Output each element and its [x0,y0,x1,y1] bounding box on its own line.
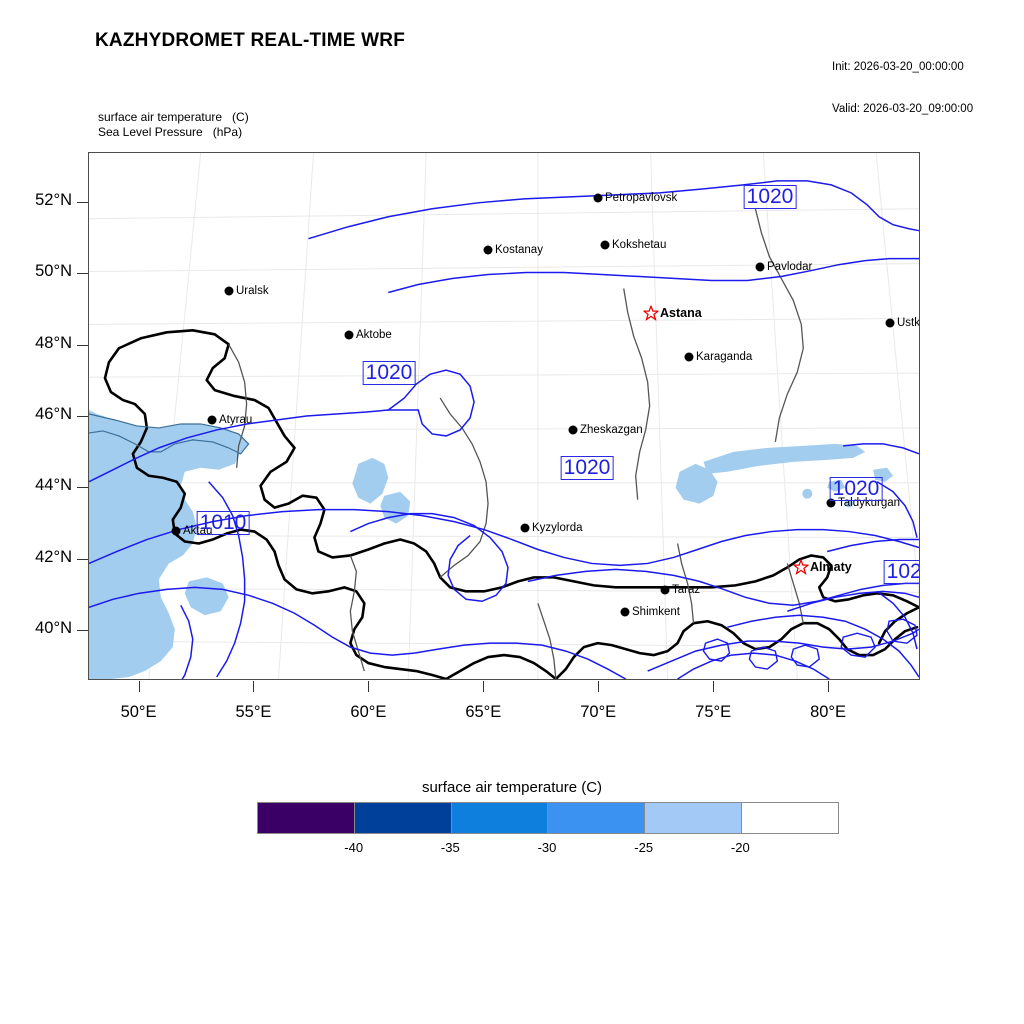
city-label: Zheskazgan [580,424,643,436]
lake-balkhash [675,443,866,504]
valid-time: Valid: 2026-03-20_09:00:00 [832,103,974,115]
city-label: Karaganda [696,351,753,363]
isobar-label: 1020 [362,361,416,385]
longitude-tick-label: 60°E [350,703,387,721]
variable-pressure-label: Sea Level Pressure (hPa) [98,125,243,139]
variable-labels: surface air temperature (C) Sea Level Pr… [98,110,249,140]
capital-star-icon [643,305,659,321]
latitude-tick-label: 46°N [35,405,72,423]
latitude-tick [77,558,88,560]
coastlines [89,413,250,455]
water-bodies [89,410,249,679]
colorbar-tick-label: -40 [344,840,364,855]
city-label: Pavlodar [767,261,813,273]
longitude-tick [483,681,485,692]
colorbar-segment [645,803,743,833]
colorbar-tick-label: -25 [634,840,654,855]
city-label: Atyrau [219,414,253,426]
colorbar-segment [742,803,838,833]
city-label: Aktobe [356,329,392,341]
latitude-tick [77,273,88,275]
colorbar-ticks: -40 -35 -30 -25 -20 [257,840,837,864]
city-label: Kostanay [495,244,543,256]
init-time: Init: 2026-03-20_00:00:00 [832,61,964,73]
isobars [89,180,919,679]
colorbar-tick-label: -35 [440,840,460,855]
colorbar-segment [451,803,549,833]
country-borders [103,329,919,679]
colorbar-title: surface air temperature (C) [421,779,603,796]
colorbar-segment [258,803,355,833]
city-dot-icon [483,245,493,255]
latitude-axis: 52°N 50°N 48°N 46°N 44°N 42°N 40°N [0,152,88,680]
colorbar [257,802,839,834]
latitude-tick [77,344,88,346]
map-panel[interactable]: Petropavlovsk Kostanay Kokshetau Pavlodar Ur… [88,152,920,680]
isobar-label: 1020 [743,185,797,209]
colorbar-tick-label: -20 [730,840,750,855]
city-dot-icon [344,330,354,340]
isobar-label: 1010 [196,511,250,535]
isobar-label: 1020 [560,456,614,480]
city-dot-icon [224,286,234,296]
latitude-tick-label: 48°N [35,333,72,352]
city-label: Uralsk [236,285,269,297]
city-dot-icon [826,498,836,508]
latitude-tick [77,487,88,489]
longitude-tick [368,681,370,692]
page-title: KAZHYDROMET REAL-TIME WRF [95,30,406,51]
city-dot-icon [885,318,895,328]
variable-temperature-label: surface air temperature (C) [98,110,249,124]
latitude-tick-label: 44°N [35,476,72,495]
longitude-tick-label: 55°E [235,703,272,721]
latitude-tick [77,630,88,632]
longitude-tick-label: 50°E [120,703,157,721]
isobar-label: 1020 [883,560,919,584]
city-label: Taraz [672,584,701,596]
latitude-tick-label: 50°N [35,262,72,281]
city-label: Kokshetau [612,239,667,251]
city-dot-icon [684,352,694,362]
city-dot-icon [755,262,765,272]
colorbar-tick-label: -30 [537,840,557,855]
longitude-tick [828,681,830,692]
city-label: Kyzylorda [532,522,583,534]
city-label: Astana [660,306,702,320]
latitude-tick-label: 42°N [35,547,72,566]
city-dot-icon [520,523,530,533]
colorbar-segment [354,803,452,833]
city-dot-icon [660,585,670,595]
city-dot-icon [207,415,217,425]
longitude-tick [138,681,140,692]
city-label: Shimkent [632,606,680,618]
latitude-tick [77,201,88,203]
oblast-borders [228,208,804,679]
longitude-tick-label: 80°E [810,703,847,721]
longitude-tick-label: 70°E [580,703,617,721]
map-canvas [89,153,919,679]
city-dot-icon [620,607,630,617]
latitude-tick-label: 40°N [35,619,72,638]
latitude-tick-label: 52°N [35,190,72,209]
city-dot-icon [171,526,181,536]
city-dot-icon [593,193,603,203]
city-label: Almaty [810,560,852,574]
isobars-small [702,618,918,670]
latitude-tick [77,416,88,417]
longitude-tick [598,681,600,692]
longitude-tick [713,681,715,692]
longitude-tick [253,681,255,692]
longitude-axis: 50°E 55°E 60°E 65°E 70°E 75°E 80°E [88,681,920,741]
city-label: Petropavlovsk [605,192,678,204]
capital-star-icon [793,559,809,575]
isobar-label: 1020 [829,477,883,501]
eastern-lakes [802,467,894,508]
run-info: Init: 2026-03-20_00:00:00 Valid: 2026-03… [832,32,973,130]
city-dot-icon [568,425,578,435]
longitude-tick-label: 65°E [465,703,502,721]
colorbar-segment [548,803,646,833]
longitude-tick-label: 75°E [695,703,732,721]
city-dot-icon [600,240,610,250]
city-label: Ustkamen [897,317,920,329]
